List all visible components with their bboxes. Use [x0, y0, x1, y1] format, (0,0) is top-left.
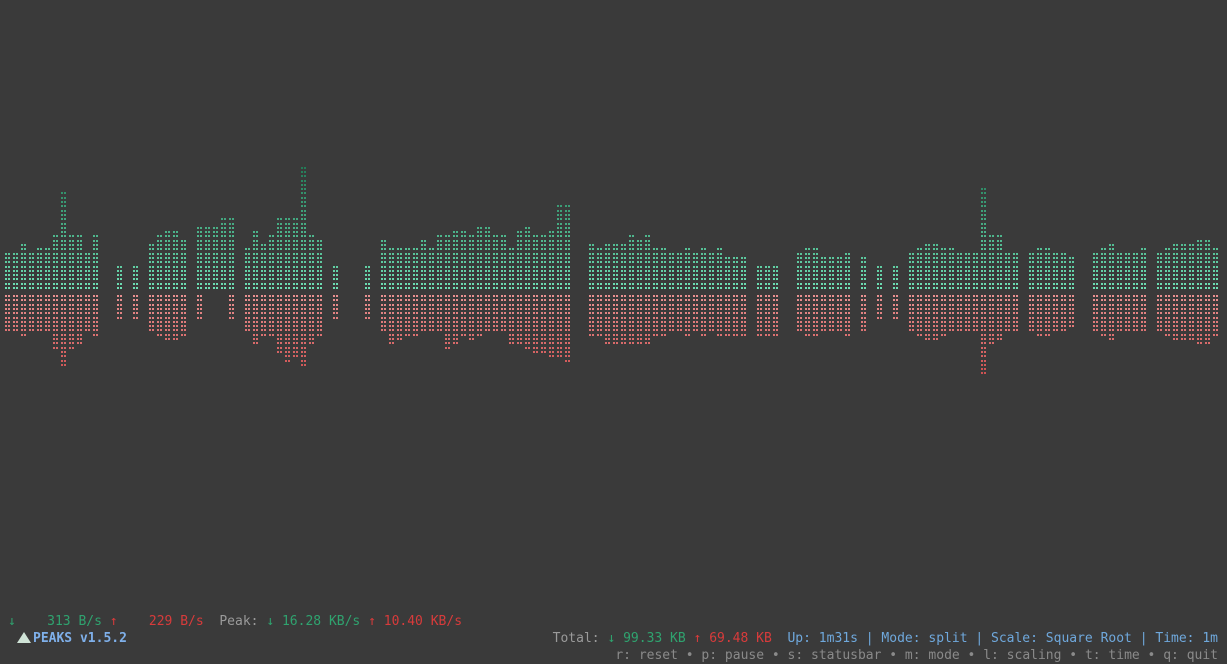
app-version: v1.5.2	[79, 631, 127, 646]
stats-left: ↓ 313 B/s ↑ 229 B/s Peak: ↓ 16.28 KB/s ↑…	[8, 613, 462, 630]
mountain-icon	[17, 632, 31, 643]
down-arrow-icon: ↓	[8, 614, 16, 629]
current-download-rate: 313 B/s	[47, 614, 102, 629]
peak-down-arrow-icon: ↓	[266, 614, 275, 629]
keybindings-help: r: reset • p: pause • s: statusbar • m: …	[615, 648, 1218, 663]
peak-up-arrow-icon: ↑	[368, 614, 376, 629]
peak-label: Peak:	[219, 614, 259, 629]
peak-download-rate: 16.28 KB/s	[281, 614, 361, 629]
traffic-graph	[5, 166, 1218, 375]
help-line: PEAKS v1.5.2 r: reset • p: pause • s: st…	[0, 613, 1227, 664]
up-arrow-icon: ↑	[109, 614, 118, 629]
app-name: PEAKS	[33, 631, 73, 646]
current-upload-rate: 229 B/s	[148, 614, 204, 629]
peak-upload-rate: 10.40 KB/s	[383, 614, 463, 629]
